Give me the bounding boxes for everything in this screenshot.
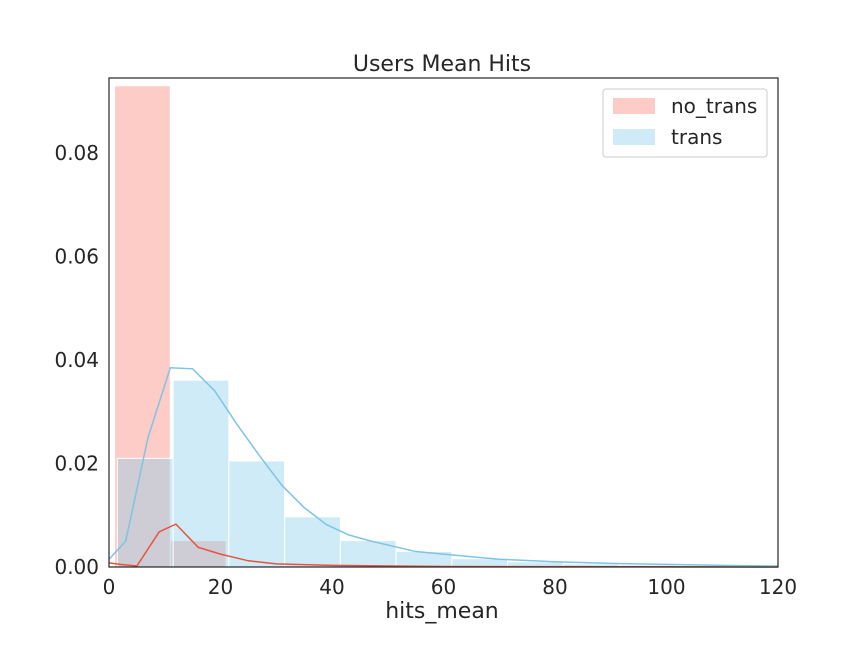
bar-trans-0 bbox=[116, 457, 174, 568]
legend: no_trans trans bbox=[602, 88, 768, 158]
y-tick-label: 0.06 bbox=[54, 245, 99, 269]
bar-trans-6 bbox=[451, 558, 509, 568]
x-tick-label: 40 bbox=[319, 575, 344, 599]
y-tick-label: 0.02 bbox=[54, 452, 99, 476]
y-tick-label: 0.08 bbox=[54, 141, 99, 165]
y-tick-label: 0.04 bbox=[54, 348, 99, 372]
kde-line-trans bbox=[108, 367, 779, 567]
bar-trans-1 bbox=[172, 379, 230, 568]
bar-trans-3 bbox=[284, 516, 341, 568]
bar-trans-2 bbox=[228, 460, 286, 568]
x-tick-label: 100 bbox=[647, 575, 685, 599]
x-tick-label: 20 bbox=[208, 575, 233, 599]
plot-area bbox=[114, 85, 779, 568]
legend-swatch-no-trans bbox=[613, 98, 655, 114]
legend-box bbox=[602, 88, 768, 158]
x-tick-label: 120 bbox=[759, 575, 797, 599]
legend-label-no-trans: no_trans bbox=[671, 94, 757, 118]
chart-title: Users Mean Hits bbox=[353, 52, 531, 77]
bar-no-trans-0 bbox=[114, 85, 171, 568]
legend-swatch-trans bbox=[613, 129, 655, 145]
x-tick-label: 60 bbox=[431, 575, 456, 599]
plot-frame bbox=[108, 77, 779, 568]
legend-label-trans: trans bbox=[671, 125, 722, 149]
bar-no-trans-1 bbox=[169, 540, 227, 568]
x-tick-label: 0 bbox=[103, 575, 116, 599]
axis-ticks: 0 20 40 60 80 100 120 0.00 0.02 0.04 0.06 0.08 bbox=[54, 141, 797, 599]
y-tick-label: 0.00 bbox=[54, 555, 99, 579]
kde-curves bbox=[108, 367, 779, 568]
x-tick-label: 80 bbox=[542, 575, 567, 599]
x-axis-label: hits_mean bbox=[385, 599, 499, 624]
kde-line-no-trans bbox=[108, 523, 779, 568]
